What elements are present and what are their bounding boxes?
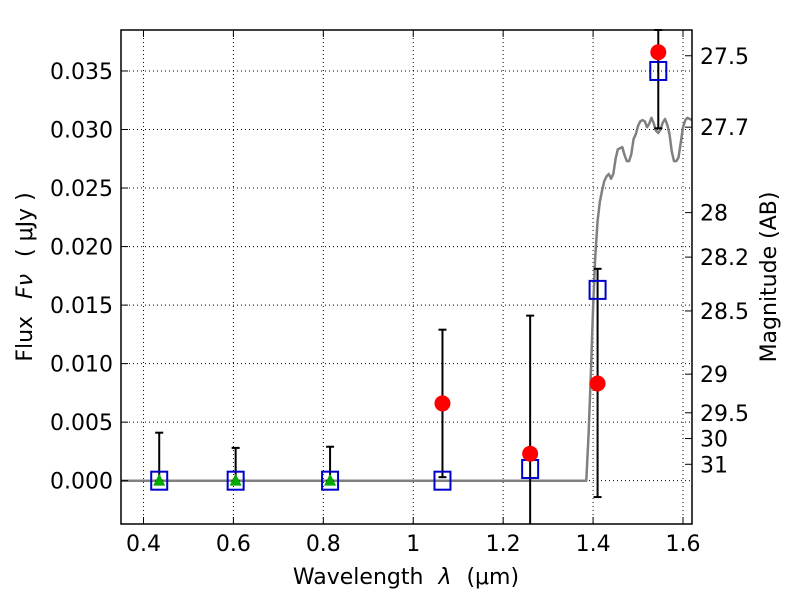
y2-tick-label: 28: [700, 202, 728, 227]
y-tick-label: 0.005: [50, 411, 113, 436]
axis-ticks: 0.4 0.6 0.8 1 1.2 1.4 1.6 0.000 0.005 0.010 0.015 0…: [50, 30, 749, 557]
y2-tick-label: 31: [700, 453, 728, 478]
y-axis-label-symbol: Fν: [13, 274, 38, 299]
y-tick-label: 0.035: [50, 60, 113, 85]
triangle-marker: [153, 473, 166, 486]
y-axis-label-unit: ( μJy ): [13, 192, 38, 257]
x-tick-label: 0.6: [216, 532, 251, 557]
y2-tick-label: 29: [700, 363, 728, 388]
x-tick-label: 0.8: [306, 532, 341, 557]
x-axis-label-symbol: λ: [437, 565, 451, 590]
model-curve-line: [121, 116, 693, 482]
y-tick-label: 0.030: [50, 119, 113, 144]
y2-tick-label: 30: [700, 428, 728, 453]
y2-tick-label: 28.5: [700, 300, 749, 325]
data-markers: [150, 44, 668, 491]
x-tick-label: 1: [406, 532, 420, 557]
x-tick-label: 1.4: [576, 532, 611, 557]
y-tick-label: 0.015: [50, 294, 113, 319]
y2-tick-label: 27.5: [700, 45, 749, 70]
y2-tick-label: 27.7: [700, 116, 749, 141]
y-tick-label: 0.000: [50, 470, 113, 495]
square-marker: [649, 60, 668, 81]
y-tick-label: 0.020: [50, 236, 113, 261]
circle-marker: [522, 445, 539, 462]
grid-lines: [121, 30, 692, 524]
y2-tick-label: 28.2: [700, 246, 749, 271]
circle-marker: [589, 375, 606, 392]
triangle-marker: [324, 473, 337, 486]
x-axis-label-unit: (μm): [466, 565, 519, 590]
x-tick-label: 1.6: [666, 532, 701, 557]
y2-axis-label: Magnitude (AB): [757, 192, 782, 363]
error-bars: [155, 29, 663, 524]
square-marker: [150, 470, 169, 491]
y-tick-label: 0.025: [50, 177, 113, 202]
x-tick-label: 1.2: [486, 532, 521, 557]
square-marker: [588, 279, 607, 300]
y-tick-label: 0.010: [50, 353, 113, 378]
x-axis-label-prefix: Wavelength: [293, 565, 424, 590]
triangle-marker: [229, 473, 242, 486]
x-tick-label: 0.4: [126, 532, 161, 557]
circle-marker: [650, 44, 667, 61]
plot-frame: [120, 29, 693, 525]
y-axis-label: Flux Fν ( μJy ): [13, 192, 38, 361]
square-marker: [226, 470, 245, 491]
circle-marker: [434, 395, 451, 412]
model-spectrum: [121, 116, 693, 482]
y-axis-label-prefix: Flux: [13, 316, 38, 362]
square-marker: [321, 470, 340, 491]
x-axis-label: Wavelength λ (μm): [293, 565, 519, 590]
y2-tick-label: 29.5: [700, 402, 749, 427]
square-marker: [433, 470, 452, 491]
